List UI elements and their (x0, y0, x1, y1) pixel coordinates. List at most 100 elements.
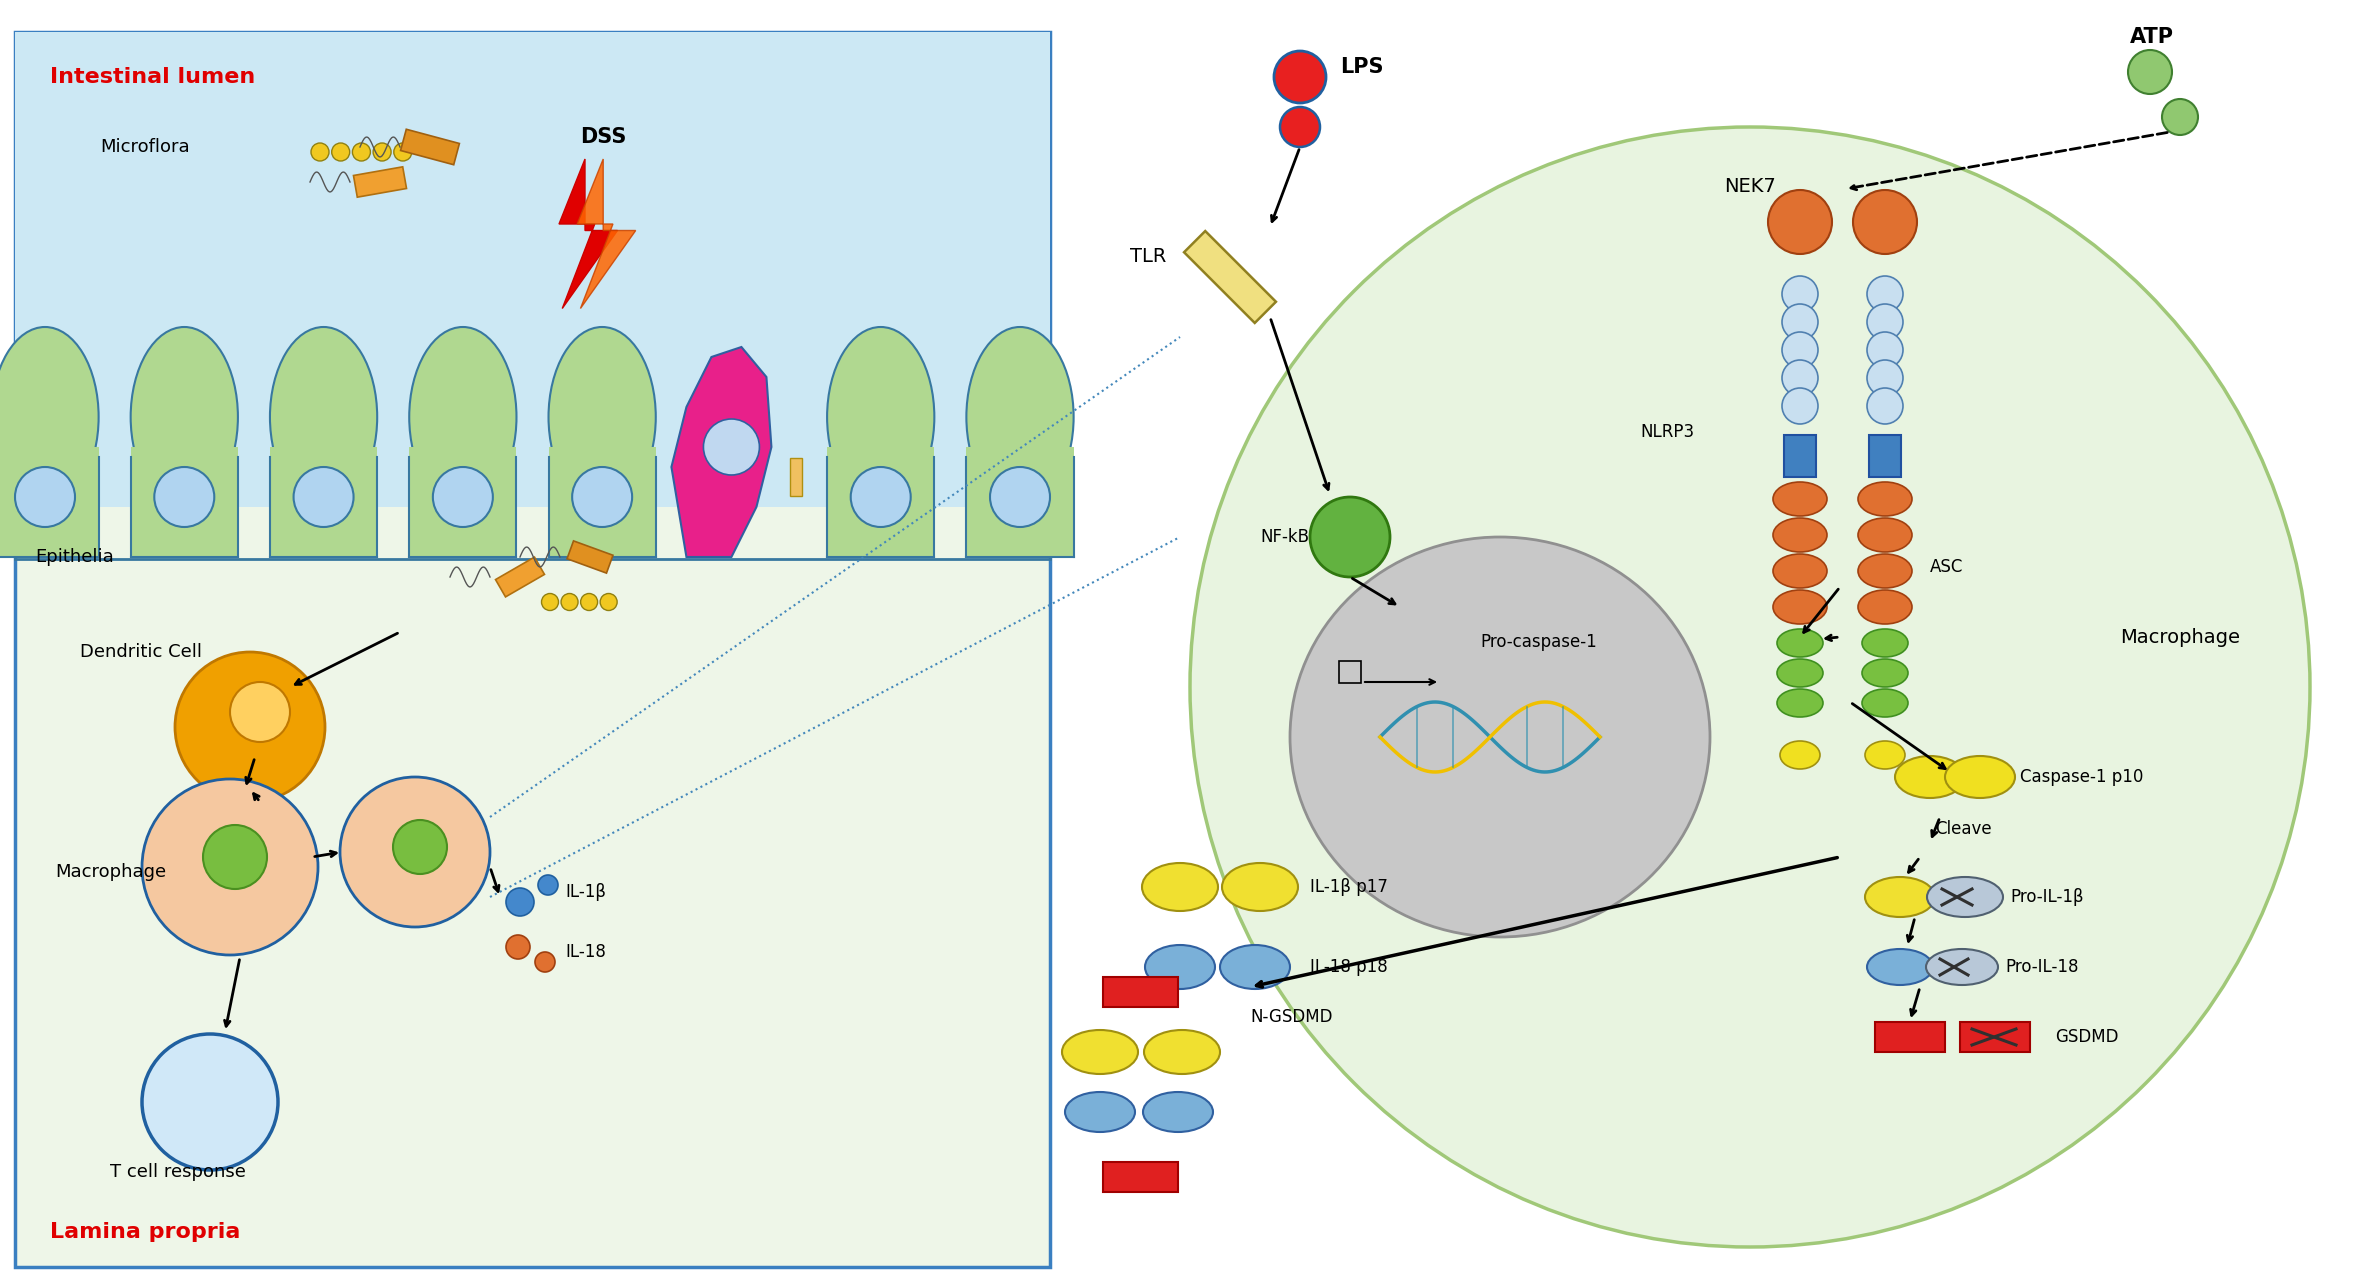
Text: NLRP3: NLRP3 (1639, 423, 1694, 441)
Circle shape (1866, 304, 1904, 340)
Ellipse shape (1859, 483, 1911, 516)
Bar (1875, 1022, 1944, 1051)
Circle shape (340, 777, 489, 927)
Text: Caspase-1 p10: Caspase-1 p10 (2020, 768, 2142, 786)
Polygon shape (576, 160, 635, 309)
Circle shape (154, 467, 215, 526)
Circle shape (142, 779, 319, 955)
Circle shape (990, 467, 1051, 526)
Ellipse shape (1861, 689, 1908, 717)
Ellipse shape (0, 327, 99, 507)
Ellipse shape (1063, 1030, 1138, 1073)
Ellipse shape (130, 327, 239, 507)
Ellipse shape (1866, 949, 1932, 985)
Text: T cell response: T cell response (111, 1163, 246, 1181)
Circle shape (539, 875, 557, 894)
Text: N-GSDMD: N-GSDMD (1249, 1008, 1332, 1026)
Text: Pro-IL-1β: Pro-IL-1β (2010, 888, 2083, 906)
Circle shape (2161, 99, 2199, 135)
Text: IL-1β p17: IL-1β p17 (1311, 878, 1389, 896)
Circle shape (1781, 332, 1819, 368)
Circle shape (394, 143, 411, 161)
Circle shape (2128, 50, 2173, 94)
Ellipse shape (966, 327, 1075, 507)
Polygon shape (560, 160, 616, 309)
Text: Intestinal lumen: Intestinal lumen (50, 67, 255, 88)
Circle shape (505, 888, 534, 916)
Ellipse shape (1774, 483, 1826, 516)
Circle shape (1273, 51, 1325, 103)
Ellipse shape (1774, 589, 1826, 624)
Bar (1783, 435, 1816, 477)
Bar (1960, 1022, 2029, 1051)
Bar (1103, 977, 1179, 1006)
Text: IL-18 p18: IL-18 p18 (1311, 958, 1389, 976)
Bar (0, 447, 99, 557)
Circle shape (373, 143, 392, 161)
Polygon shape (671, 347, 772, 557)
Circle shape (352, 143, 371, 161)
Circle shape (293, 467, 354, 526)
Circle shape (1781, 275, 1819, 311)
Ellipse shape (1781, 741, 1821, 770)
Text: NEK7: NEK7 (1724, 178, 1776, 197)
Ellipse shape (1866, 741, 1906, 770)
Circle shape (581, 593, 598, 610)
Ellipse shape (1776, 629, 1823, 656)
Ellipse shape (1141, 864, 1219, 911)
Ellipse shape (1944, 755, 2015, 798)
Circle shape (331, 143, 350, 161)
Bar (567, 541, 614, 573)
Ellipse shape (1859, 517, 1911, 552)
Bar (130, 447, 239, 557)
Circle shape (1866, 275, 1904, 311)
Bar (548, 447, 657, 557)
Text: Dendritic Cell: Dendritic Cell (80, 644, 203, 662)
Text: NF-kB: NF-kB (1259, 528, 1309, 546)
Circle shape (572, 467, 633, 526)
Circle shape (392, 820, 446, 874)
Bar (269, 447, 378, 557)
Circle shape (312, 143, 328, 161)
Text: TLR: TLR (1129, 247, 1167, 266)
Circle shape (1190, 127, 2310, 1247)
Bar (1103, 1162, 1179, 1192)
Circle shape (432, 467, 494, 526)
Bar (354, 167, 406, 197)
Ellipse shape (1894, 755, 1965, 798)
Circle shape (1311, 497, 1389, 577)
Bar (402, 129, 461, 165)
Circle shape (175, 653, 326, 802)
Bar (409, 447, 517, 557)
Ellipse shape (1290, 537, 1710, 937)
Bar (966, 447, 1075, 557)
Circle shape (14, 467, 76, 526)
Ellipse shape (1143, 1091, 1214, 1133)
Text: ASC: ASC (1930, 559, 1963, 577)
Bar (496, 557, 546, 597)
Ellipse shape (1866, 876, 1934, 918)
Circle shape (142, 1033, 279, 1170)
Ellipse shape (1776, 659, 1823, 687)
Bar (14, 32, 1051, 1266)
Text: Macrophage: Macrophage (54, 864, 165, 882)
Circle shape (562, 593, 579, 610)
Text: ATP: ATP (2131, 27, 2173, 48)
Text: Lamina propria: Lamina propria (50, 1221, 241, 1242)
Circle shape (1866, 360, 1904, 396)
Bar (827, 447, 935, 557)
Circle shape (541, 593, 557, 610)
Bar (1339, 662, 1361, 683)
Circle shape (229, 682, 291, 743)
Ellipse shape (827, 327, 935, 507)
Bar (14, 32, 1051, 507)
Ellipse shape (1859, 553, 1911, 588)
Bar (1868, 435, 1901, 477)
Circle shape (1866, 332, 1904, 368)
Ellipse shape (1065, 1091, 1136, 1133)
Text: Pro-caspase-1: Pro-caspase-1 (1481, 633, 1597, 651)
Circle shape (1781, 360, 1819, 396)
Ellipse shape (1221, 945, 1290, 988)
Ellipse shape (1861, 659, 1908, 687)
Circle shape (505, 934, 529, 959)
